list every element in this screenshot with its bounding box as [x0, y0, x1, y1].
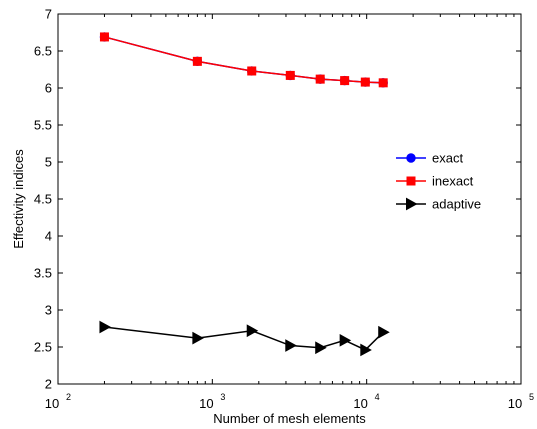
data-point-inexact	[247, 66, 257, 76]
legend-label: inexact	[432, 174, 474, 189]
legend-marker	[406, 153, 416, 163]
y-tick-label: 2	[45, 377, 52, 392]
y-tick-label: 3	[45, 303, 52, 318]
y-tick-label: 5	[45, 155, 52, 170]
legend-label: adaptive	[432, 197, 481, 212]
data-point-adaptive	[246, 324, 259, 338]
y-tick-label: 3.5	[34, 266, 52, 281]
data-point-inexact	[340, 76, 350, 86]
y-tick-label: 4	[45, 229, 52, 244]
y-tick-label: 2.5	[34, 340, 52, 355]
y-tick-label: 6	[45, 81, 52, 96]
x-tick-label: 10	[45, 396, 59, 411]
legend-marker	[406, 176, 416, 186]
y-tick-label: 6.5	[34, 44, 52, 59]
data-point-inexact	[378, 78, 388, 88]
x-tick-exponent: 3	[220, 392, 225, 402]
data-point-inexact	[285, 70, 295, 80]
data-point-adaptive	[315, 341, 327, 355]
series-line-exact	[104, 36, 384, 84]
x-tick-label: 10	[199, 396, 213, 411]
x-tick-exponent: 4	[375, 392, 380, 402]
legend-item-exact: exact	[396, 151, 463, 166]
series-adaptive	[99, 320, 390, 357]
data-point-inexact	[192, 56, 202, 66]
x-axis-title: Number of mesh elements	[213, 411, 366, 426]
series-line-inexact	[104, 36, 384, 84]
x-tick-exponent: 2	[66, 392, 71, 402]
y-tick-label: 4.5	[34, 192, 52, 207]
data-point-adaptive	[360, 343, 372, 357]
y-tick-labels: 2 2.5 3 3.5 4 4.5 5 5.5 6 6.5 7	[34, 7, 52, 392]
series-layer	[99, 32, 390, 357]
legend-marker	[406, 197, 418, 211]
data-point-adaptive	[285, 339, 297, 352]
legend-label: exact	[432, 151, 463, 166]
data-point-adaptive	[99, 320, 111, 334]
x-tick-label: 10	[353, 396, 367, 411]
x-tick-labels: 10 2 10 3 10 4 10 5	[45, 392, 534, 411]
y-tick-label: 5.5	[34, 118, 52, 133]
data-point-adaptive	[192, 331, 204, 345]
data-point-adaptive	[339, 333, 352, 347]
series-inexact	[99, 32, 388, 88]
legend: exact inexact adaptive	[392, 146, 504, 221]
legend-item-adaptive: adaptive	[396, 197, 481, 212]
data-point-adaptive	[378, 325, 390, 339]
data-point-inexact	[360, 77, 370, 87]
data-point-inexact	[315, 74, 325, 84]
y-tick-label: 7	[45, 7, 52, 22]
x-tick-label: 10	[508, 396, 522, 411]
x-tick-exponent: 5	[529, 392, 534, 402]
legend-item-inexact: inexact	[396, 174, 474, 189]
data-point-inexact	[99, 32, 109, 42]
plot-frame	[57, 13, 522, 385]
y-axis-title: Effectivity indices	[11, 149, 26, 249]
